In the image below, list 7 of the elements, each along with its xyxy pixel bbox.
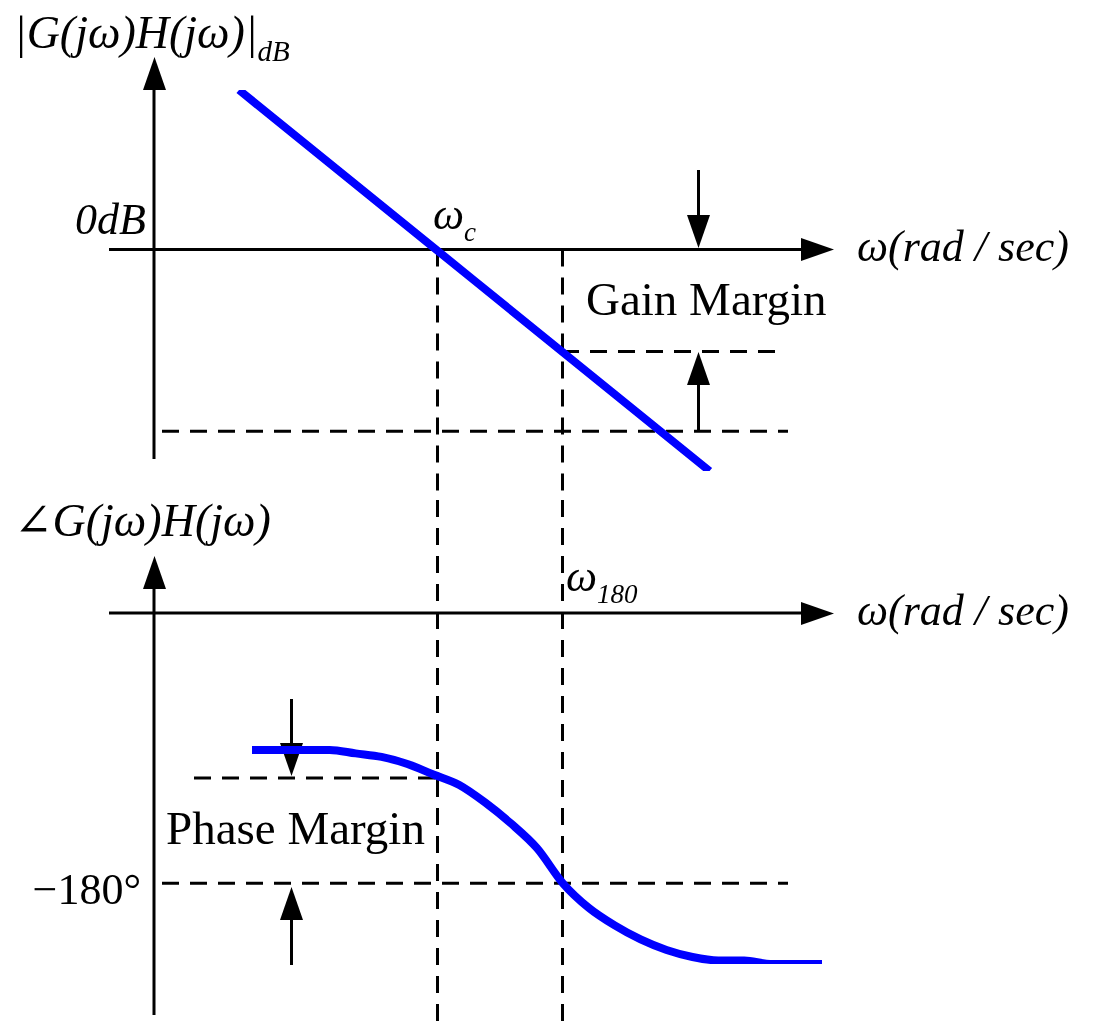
y-axis-title: ∠G(jω)H(jω)	[14, 495, 271, 546]
ref-line-label: −180°	[32, 865, 142, 915]
annotation: Phase Margin	[166, 802, 425, 854]
x-axis-title: ω(rad / sec)	[857, 586, 1069, 635]
annotation: Gain Margin	[586, 273, 827, 325]
x-axis-title: ω(rad / sec)	[857, 222, 1069, 272]
annotation: 0dB	[75, 195, 147, 244]
